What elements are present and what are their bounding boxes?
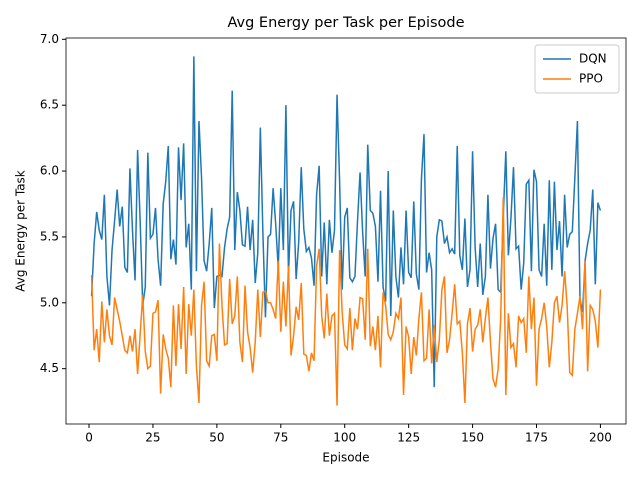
- y-axis-label: Avg Energy per Task: [14, 170, 28, 292]
- x-tick-label: 100: [333, 431, 356, 445]
- x-tick-label: 25: [145, 431, 160, 445]
- plot-frame: [65, 37, 627, 425]
- x-tick-label: 0: [85, 431, 93, 445]
- y-tick-label: 6.5: [40, 98, 59, 112]
- chart-title: Avg Energy per Task per Episode: [227, 15, 464, 31]
- x-tick-label: 50: [209, 431, 224, 445]
- y-tick-label: 4.5: [40, 361, 59, 375]
- legend-box: [534, 44, 620, 94]
- x-tick-label: 75: [273, 431, 288, 445]
- y-tick-label: 5.0: [40, 295, 59, 309]
- data-line: [90, 56, 602, 388]
- x-tick-label: 200: [589, 431, 612, 445]
- x-tick-label: 150: [461, 431, 484, 445]
- y-tick-label: 7.0: [40, 32, 59, 46]
- x-tick-label: 125: [397, 431, 420, 445]
- y-tick-label: 5.5: [40, 229, 59, 243]
- legend-label: DQN: [579, 52, 607, 66]
- legend-label: PPO: [579, 72, 603, 86]
- x-axis-label: Episode: [322, 451, 369, 465]
- y-tick-label: 6.0: [40, 164, 59, 178]
- data-line: [90, 197, 602, 406]
- x-tick-label: 175: [525, 431, 548, 445]
